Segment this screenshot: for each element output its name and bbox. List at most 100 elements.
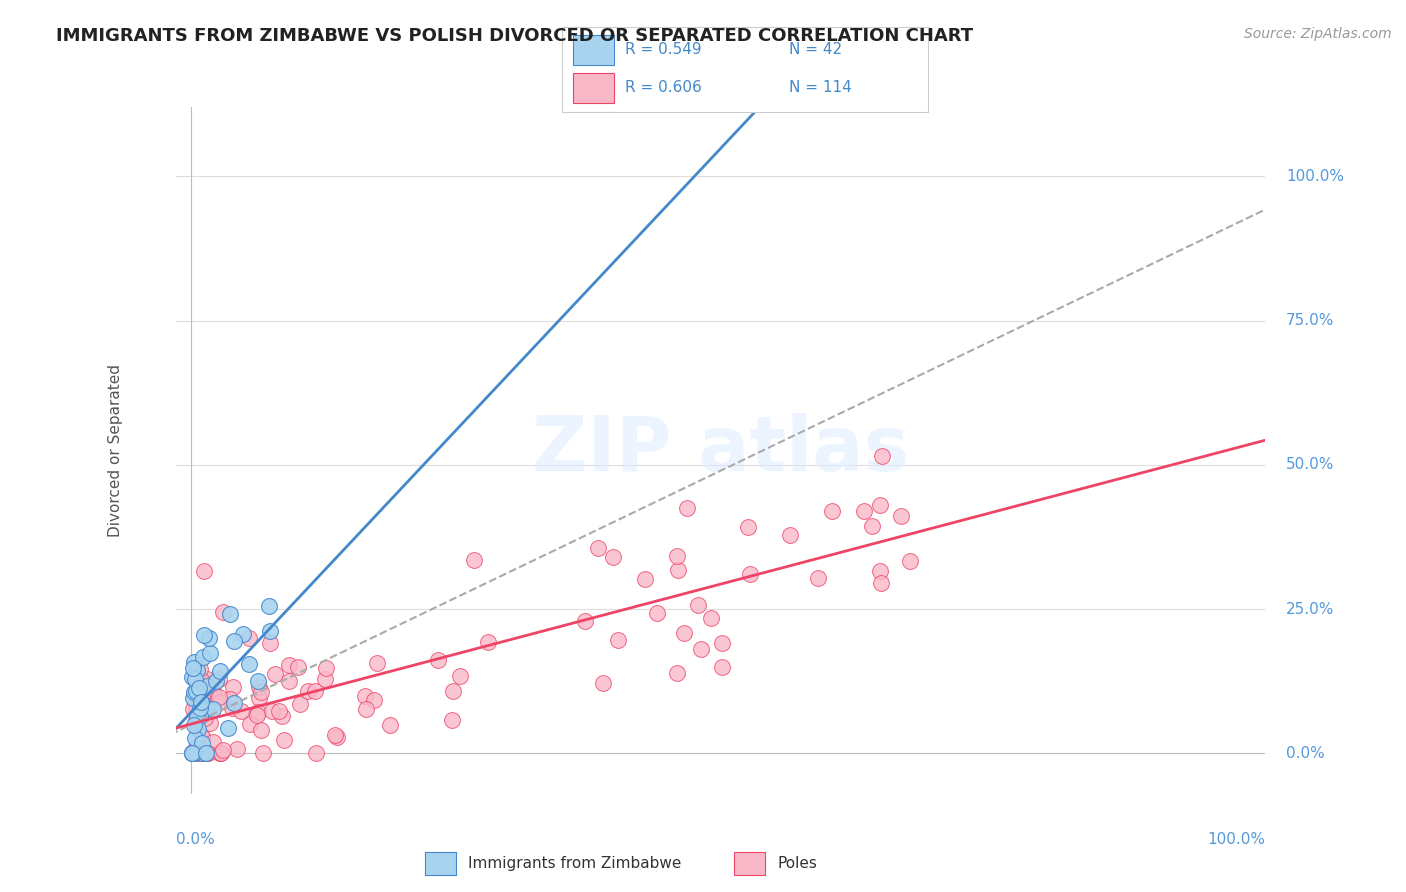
Poles xyxy=(260,704,283,718)
Poles xyxy=(898,553,921,567)
Poles xyxy=(195,747,218,761)
Poles xyxy=(195,703,218,717)
Immigrants from Zimbabwe xyxy=(191,649,214,664)
Poles xyxy=(181,702,204,716)
Poles xyxy=(277,673,299,688)
Poles xyxy=(323,728,346,742)
Poles xyxy=(239,717,262,731)
Immigrants from Zimbabwe xyxy=(181,661,204,675)
Immigrants from Zimbabwe xyxy=(186,708,208,723)
Poles xyxy=(463,552,485,566)
Poles xyxy=(259,636,281,650)
Text: Immigrants from Zimbabwe: Immigrants from Zimbabwe xyxy=(468,855,682,871)
Poles xyxy=(586,541,609,555)
Text: 0.0%: 0.0% xyxy=(1286,746,1324,761)
Poles xyxy=(221,701,243,715)
Poles xyxy=(271,709,294,723)
Poles xyxy=(645,606,668,620)
Immigrants from Zimbabwe xyxy=(224,633,246,648)
Immigrants from Zimbabwe xyxy=(195,700,218,714)
Immigrants from Zimbabwe xyxy=(181,747,204,761)
Poles xyxy=(675,501,697,516)
Poles xyxy=(212,743,235,757)
Poles xyxy=(201,684,224,698)
Poles xyxy=(710,660,733,674)
Poles xyxy=(188,662,211,676)
Poles xyxy=(247,680,270,694)
Poles xyxy=(426,653,449,667)
Poles xyxy=(288,697,311,711)
Immigrants from Zimbabwe xyxy=(184,673,207,687)
Poles xyxy=(890,508,912,523)
Poles xyxy=(207,690,229,704)
Poles xyxy=(315,661,337,675)
Immigrants from Zimbabwe xyxy=(204,674,226,689)
Immigrants from Zimbabwe xyxy=(208,664,231,678)
Immigrants from Zimbabwe xyxy=(193,628,215,642)
Poles xyxy=(250,685,273,699)
Poles xyxy=(870,449,893,463)
Poles xyxy=(264,667,287,681)
Poles xyxy=(229,704,252,718)
Poles xyxy=(184,696,207,710)
Poles xyxy=(186,683,208,698)
Immigrants from Zimbabwe xyxy=(187,723,209,737)
Poles xyxy=(181,747,204,761)
Poles xyxy=(634,572,657,586)
Poles xyxy=(686,599,709,613)
Poles xyxy=(187,747,209,761)
Poles xyxy=(190,686,212,700)
Immigrants from Zimbabwe xyxy=(202,702,225,716)
Poles xyxy=(194,747,217,761)
Poles xyxy=(188,747,211,761)
Poles xyxy=(246,705,269,719)
Poles xyxy=(287,660,309,674)
Poles xyxy=(592,676,614,690)
Poles xyxy=(354,702,377,716)
Immigrants from Zimbabwe xyxy=(195,679,218,693)
Text: N = 42: N = 42 xyxy=(789,42,842,57)
Poles xyxy=(218,692,240,706)
Poles xyxy=(238,631,260,645)
Immigrants from Zimbabwe xyxy=(232,627,254,641)
Poles xyxy=(247,691,270,706)
Immigrants from Zimbabwe xyxy=(181,747,204,761)
Poles xyxy=(737,520,759,534)
Poles xyxy=(194,677,217,691)
Poles xyxy=(211,605,233,619)
Immigrants from Zimbabwe xyxy=(183,717,205,731)
Immigrants from Zimbabwe xyxy=(191,747,214,761)
Poles xyxy=(574,614,596,628)
Poles xyxy=(273,732,295,747)
Poles xyxy=(181,747,204,761)
Text: Source: ZipAtlas.com: Source: ZipAtlas.com xyxy=(1244,27,1392,41)
Text: 100.0%: 100.0% xyxy=(1286,169,1344,184)
Poles xyxy=(869,564,891,578)
Poles xyxy=(198,716,221,731)
Poles xyxy=(225,742,247,756)
Poles xyxy=(860,519,883,533)
Poles xyxy=(181,747,204,761)
Immigrants from Zimbabwe xyxy=(191,696,214,710)
Poles xyxy=(191,690,214,704)
Poles xyxy=(209,747,232,761)
Immigrants from Zimbabwe xyxy=(219,607,242,621)
Immigrants from Zimbabwe xyxy=(259,624,281,639)
Text: Poles: Poles xyxy=(778,855,817,871)
Immigrants from Zimbabwe xyxy=(184,731,207,745)
Text: IMMIGRANTS FROM ZIMBABWE VS POLISH DIVORCED OR SEPARATED CORRELATION CHART: IMMIGRANTS FROM ZIMBABWE VS POLISH DIVOR… xyxy=(56,27,973,45)
Poles xyxy=(673,626,696,640)
Poles xyxy=(194,747,217,761)
Poles xyxy=(869,498,891,512)
Poles xyxy=(711,636,734,650)
Immigrants from Zimbabwe xyxy=(184,683,207,698)
Poles xyxy=(193,564,215,578)
Immigrants from Zimbabwe xyxy=(191,736,214,750)
Immigrants from Zimbabwe xyxy=(181,690,204,705)
Poles xyxy=(666,549,689,563)
Poles xyxy=(184,739,207,754)
Poles xyxy=(191,698,214,712)
Poles xyxy=(779,528,801,542)
Immigrants from Zimbabwe xyxy=(194,747,217,761)
Poles xyxy=(184,703,207,717)
